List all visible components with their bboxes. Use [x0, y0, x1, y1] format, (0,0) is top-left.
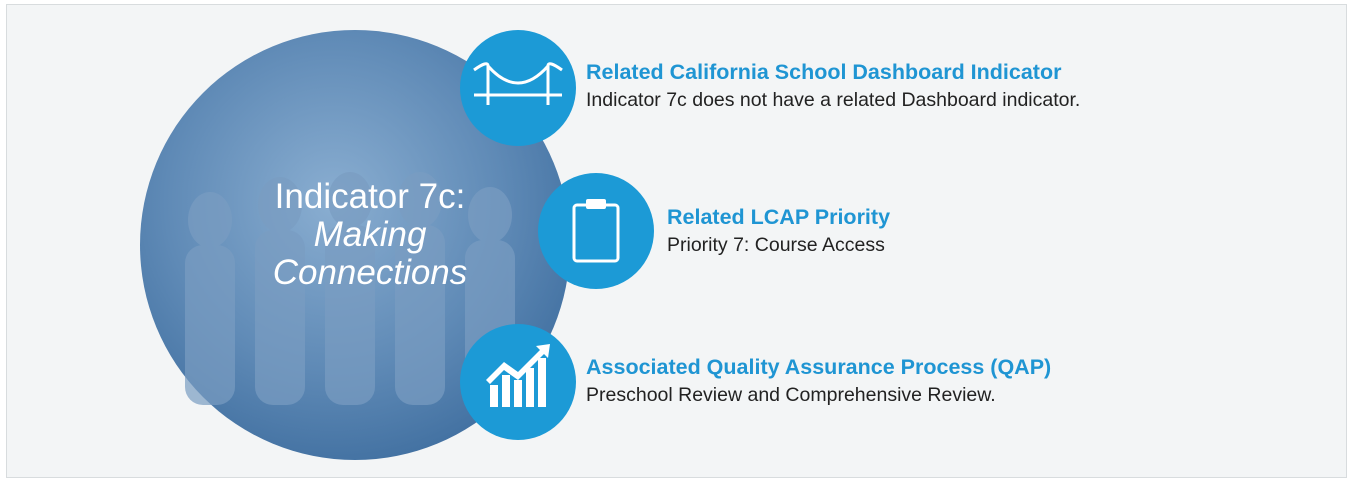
- item: Associated Quality Assurance Process (QA…: [586, 353, 1051, 409]
- item-heading: Associated Quality Assurance Process (QA…: [586, 353, 1051, 381]
- item-text: Preschool Review and Comprehensive Revie…: [586, 381, 1051, 409]
- circle-title: Indicator 7c:: [200, 178, 540, 216]
- item-text: Indicator 7c does not have a related Das…: [586, 86, 1080, 114]
- item-heading: Related California School Dashboard Indi…: [586, 58, 1080, 86]
- item-text: Priority 7: Course Access: [667, 231, 890, 259]
- clipboard-icon: [538, 173, 654, 289]
- chart-icon: [460, 324, 576, 440]
- bridge-icon: [460, 30, 576, 146]
- item-heading: Related LCAP Priority: [667, 203, 890, 231]
- circle-subtitle: Connections: [200, 254, 540, 292]
- item: Related California School Dashboard Indi…: [586, 58, 1080, 114]
- circle-subtitle: Making: [200, 216, 540, 254]
- item: Related LCAP Priority Priority 7: Course…: [667, 203, 890, 259]
- page: Indicator 7c: Making Connections Related…: [0, 0, 1353, 486]
